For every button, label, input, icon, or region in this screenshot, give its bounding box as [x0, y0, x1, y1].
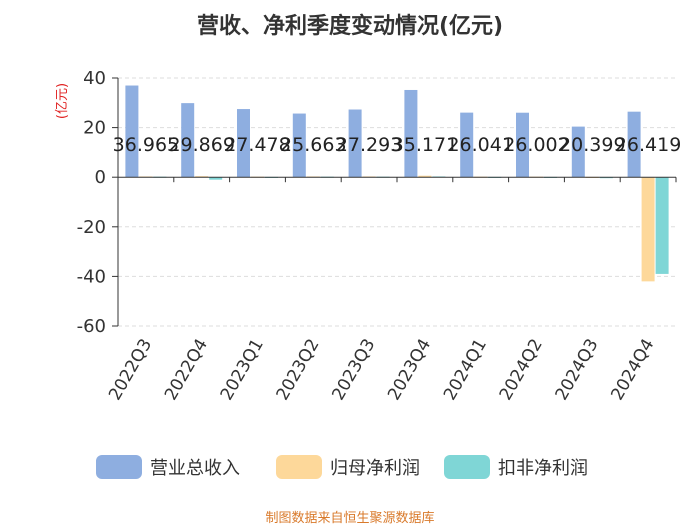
data-label-2024Q2: 26.002: [503, 134, 569, 156]
legend-swatch-3: [444, 455, 490, 479]
bar-1-2024Q1: [460, 112, 474, 178]
legend-label-3: 扣非净利润: [498, 458, 588, 479]
x-tick-label: 2023Q1: [217, 336, 268, 404]
x-tick-label: 2022Q3: [105, 336, 156, 404]
x-tick-label: 2023Q3: [328, 336, 379, 404]
y-tick-label: -40: [77, 266, 106, 287]
bar-1-2024Q2: [516, 112, 529, 178]
legend-label-2: 归母净利润: [330, 458, 420, 479]
data-label-2024Q3: 20.399: [559, 134, 625, 156]
bar-2-2024Q4: [641, 177, 655, 282]
bar-1-2023Q2: [292, 113, 306, 178]
y-axis-unit-label: (亿元): [55, 83, 70, 119]
bar-1-2024Q3: [571, 126, 585, 178]
legend-swatch-2: [276, 455, 322, 479]
x-tick-label: 2023Q2: [273, 336, 324, 404]
x-tick-label: 2024Q4: [607, 336, 658, 404]
x-tick-label: 2024Q1: [440, 336, 491, 404]
y-tick-label: 0: [95, 167, 106, 188]
bar-3-2022Q4: [209, 177, 223, 180]
source-footer: 制图数据来自恒生聚源数据库: [265, 511, 435, 526]
data-label-2022Q4: 29.869: [168, 134, 234, 156]
data-label-2023Q4: 35.171: [392, 134, 458, 156]
y-tick-label: 20: [83, 118, 106, 139]
y-tick-label: 40: [83, 68, 106, 89]
data-label-2023Q1: 27.478: [224, 134, 290, 156]
bar-3-2024Q4: [655, 177, 669, 274]
data-label-2022Q3: 36.965: [113, 134, 179, 156]
bar-1-2024Q4: [627, 111, 641, 178]
y-tick-label: -60: [77, 316, 106, 337]
bar-1-2022Q4: [181, 103, 195, 178]
data-label-2023Q3: 27.293: [336, 134, 402, 156]
bar-1-2023Q4: [404, 89, 418, 178]
chart-title: 营收、净利季度变动情况(亿元): [196, 14, 504, 39]
bar-2-2023Q4: [418, 175, 432, 178]
data-label-2024Q1: 26.041: [447, 134, 513, 156]
legend-label-1: 营业总收入: [150, 458, 240, 479]
x-tick-label: 2023Q4: [384, 336, 435, 404]
bar-1-2023Q3: [348, 109, 362, 178]
bar-1-2022Q3: [125, 85, 139, 178]
x-tick-label: 2024Q2: [496, 336, 547, 404]
y-tick-label: -20: [77, 217, 106, 238]
data-label-2023Q2: 25.663: [280, 134, 346, 156]
bar-1-2023Q1: [237, 109, 250, 178]
legend-swatch-1: [96, 455, 142, 479]
data-label-2024Q4: 26.419: [615, 134, 681, 156]
x-tick-label: 2022Q4: [161, 336, 212, 404]
x-tick-label: 2024Q3: [552, 336, 603, 404]
